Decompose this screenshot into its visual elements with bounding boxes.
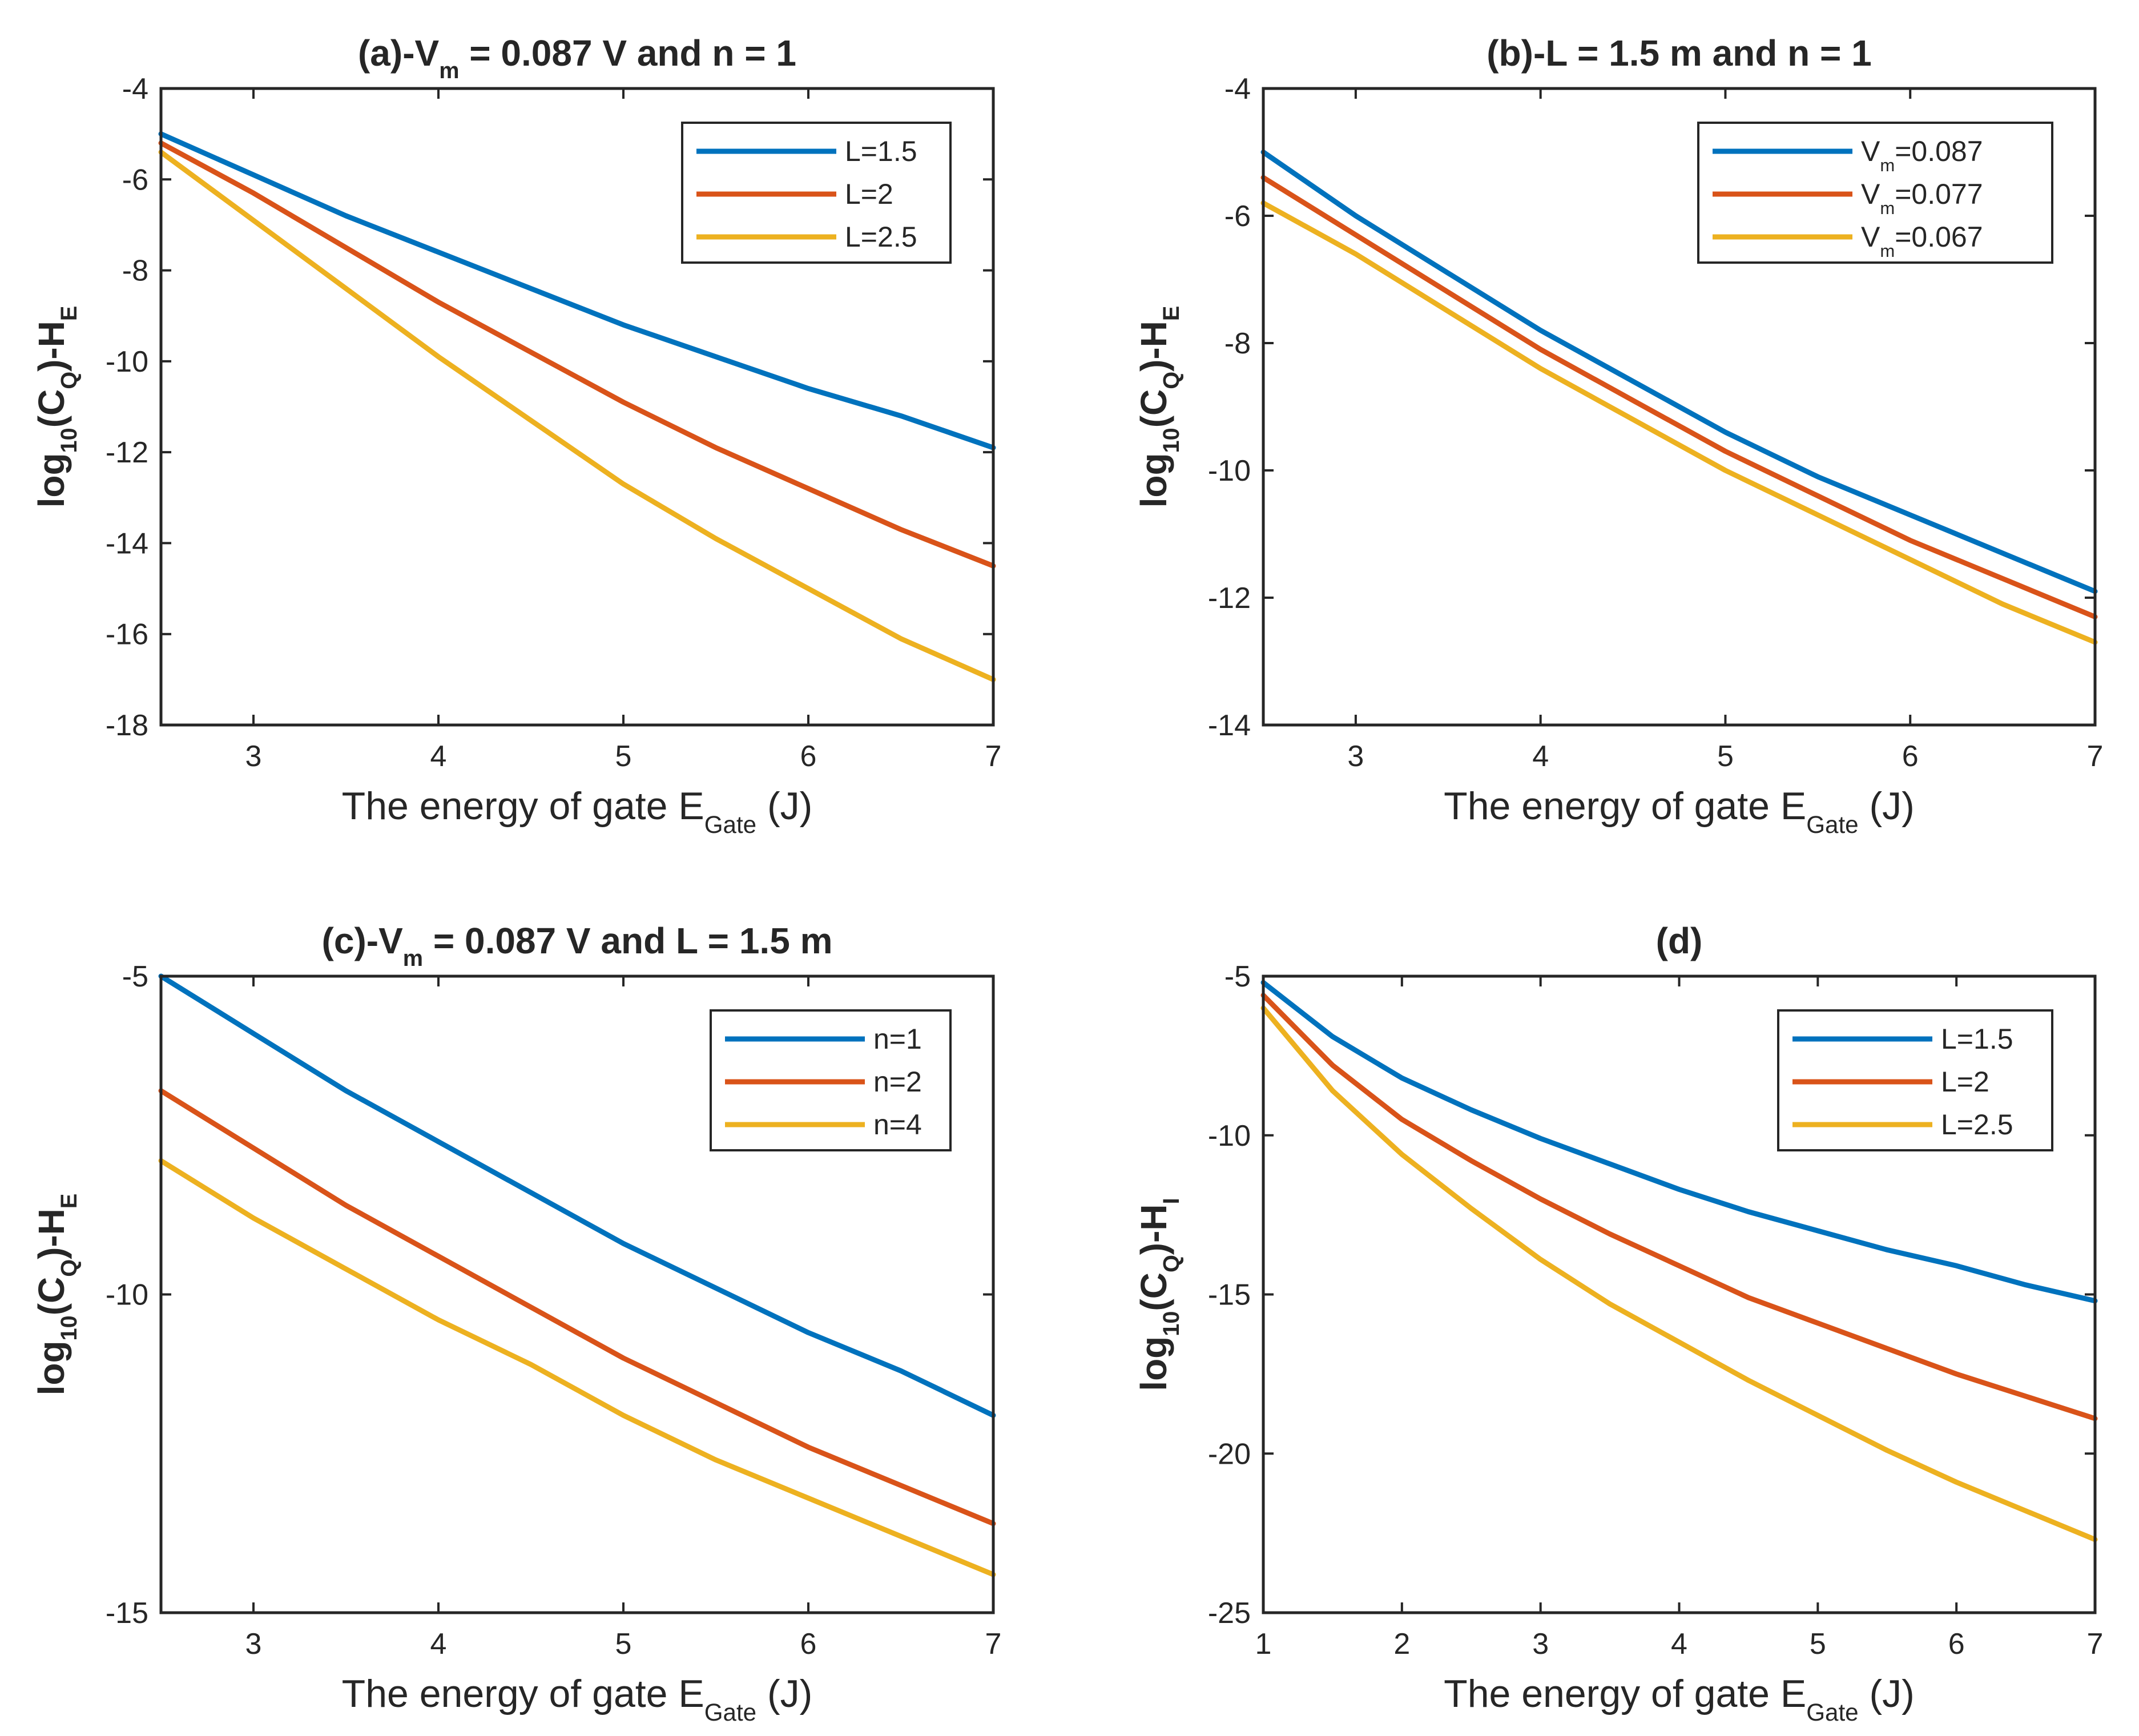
x-tick-label: 3 [245, 740, 262, 773]
plot-frame [159, 87, 995, 727]
legend-entry-L=2: L=2 [1941, 1066, 1989, 1098]
y-axis-label: log10(CQ)-HE [1133, 306, 1184, 508]
y-tick-label: -15 [1208, 1279, 1251, 1312]
x-tick-label: 7 [985, 740, 1002, 773]
y-tick-label: -25 [1208, 1597, 1251, 1630]
legend: n=1 n=2 n=4 [710, 1009, 952, 1151]
series-line-L=1.5 [158, 131, 996, 450]
x-tick-label: 1 [1255, 1628, 1272, 1661]
legend-entry-n=1: n=1 [873, 1023, 922, 1055]
y-tick-label: -12 [1208, 582, 1251, 615]
legend-entry-L=1.5: L=1.5 [845, 135, 917, 167]
x-tick-label: 3 [1347, 740, 1364, 773]
y-tick-label: -6 [122, 163, 148, 196]
x-tick-label: 6 [800, 740, 817, 773]
legend: L=1.5 L=2 L=2.5 [681, 122, 952, 264]
series-line-L=2 [158, 140, 996, 569]
y-axis-label: log10(CQ)-HE [31, 1194, 82, 1396]
chart-title: (a)-Vm = 0.087 V and n = 1 [358, 33, 796, 83]
y-tick-label: -10 [106, 1279, 148, 1312]
series-line-Vm=0.067 [1260, 200, 2098, 645]
x-axis-label: The energy of gate EGate (J) [342, 1672, 813, 1726]
legend-entry-Vm=0.087: Vm=0.087 [1861, 135, 1983, 175]
y-tick-label: -12 [106, 436, 148, 469]
x-tick-label: 6 [800, 1628, 817, 1661]
x-tick-label: 5 [1717, 740, 1734, 773]
x-tick-label: 3 [245, 1628, 262, 1661]
chart-title: (c)-Vm = 0.087 V and L = 1.5 m [322, 920, 833, 971]
legend-entry-L=2.5: L=2.5 [845, 221, 917, 253]
x-tick-label: 2 [1393, 1628, 1410, 1661]
y-tick-label: -5 [122, 960, 148, 993]
plot-frame [1262, 974, 2097, 1614]
x-tick-label: 7 [2087, 1628, 2104, 1661]
legend-entry-Vm=0.077: Vm=0.077 [1861, 178, 1983, 218]
y-tick-label: -8 [1224, 327, 1251, 360]
y-tick-label: -4 [1224, 72, 1251, 106]
legend: L=1.5 L=2 L=2.5 [1777, 1009, 2053, 1151]
legend-entry-L=1.5: L=1.5 [1941, 1023, 2013, 1055]
x-tick-label: 7 [2087, 740, 2104, 773]
series-line-Vm=0.077 [1260, 175, 2098, 619]
x-tick-label: 6 [1902, 740, 1919, 773]
chart-panel-c: 3 4 5 6 7 -15 -10 -5 (c)-Vm = 0.087 V and L = 1.… [31, 920, 1001, 1726]
legend-entry-L=2.5: L=2.5 [1941, 1109, 2013, 1141]
y-tick-label: -10 [106, 345, 148, 378]
chart-title: (b)-L = 1.5 m and n = 1 [1487, 33, 1872, 74]
y-tick-label: -6 [1224, 200, 1251, 233]
y-tick-label: -20 [1208, 1437, 1251, 1471]
series-line-L=2.5 [158, 150, 996, 682]
y-tick-label: -15 [106, 1597, 148, 1630]
series-line-Vm=0.087 [1260, 150, 2098, 594]
x-axis-label: The energy of gate EGate (J) [342, 784, 813, 838]
x-axis-label: The energy of gate EGate (J) [1444, 1672, 1915, 1726]
legend-entry-n=4: n=4 [873, 1109, 922, 1141]
series-line-L=2 [1260, 993, 2098, 1421]
series-line-L=2.5 [1260, 1005, 2098, 1542]
legend-entry-L=2: L=2 [845, 178, 893, 210]
x-tick-label: 6 [1948, 1628, 1965, 1661]
x-tick-label: 5 [1810, 1628, 1826, 1661]
series-line-n=4 [158, 1158, 996, 1577]
y-tick-label: -4 [122, 72, 148, 106]
x-tick-label: 5 [615, 1628, 632, 1661]
series-line-n=1 [158, 973, 996, 1418]
plot-frame [1262, 87, 2097, 727]
x-tick-label: 4 [1532, 740, 1549, 773]
chart-panel-a: 3 4 5 6 7 -18 -16 -14 -12 -10 -8 -6 -4 (a)-Vm = 0.087… [31, 33, 1001, 838]
y-tick-label: -14 [106, 527, 148, 560]
x-tick-label: 7 [985, 1628, 1002, 1661]
x-tick-label: 5 [615, 740, 632, 773]
x-tick-label: 3 [1532, 1628, 1549, 1661]
x-tick-label: 4 [430, 1628, 447, 1661]
y-tick-label: -14 [1208, 709, 1251, 742]
x-axis-label: The energy of gate EGate (J) [1444, 784, 1915, 838]
y-tick-label: -18 [106, 709, 148, 742]
legend-entry-Vm=0.067: Vm=0.067 [1861, 221, 1983, 261]
chart-panel-b: 3 4 5 6 7 -14 -12 -10 -8 -6 -4 (b)-L = 1.5 m and n … [1133, 33, 2103, 838]
chart-title: (d) [1656, 920, 1703, 961]
x-tick-label: 4 [430, 740, 447, 773]
y-axis-label: log10(CQ)-HE [31, 306, 82, 508]
series-line-L=1.5 [1260, 980, 2098, 1304]
y-tick-label: -10 [1208, 454, 1251, 488]
chart-panel-d: 1 2 3 4 5 6 7 -25 -20 -15 -10 -5 (d) The energy of ga… [1133, 920, 2103, 1726]
y-tick-label: -8 [122, 255, 148, 288]
y-axis-label: log10(CQ)-HI [1133, 1198, 1184, 1391]
series-line-n=2 [158, 1088, 996, 1526]
plot-frame [159, 974, 995, 1614]
y-tick-label: -5 [1224, 960, 1251, 993]
x-tick-label: 4 [1671, 1628, 1687, 1661]
y-tick-label: -16 [106, 618, 148, 651]
y-tick-label: -10 [1208, 1119, 1251, 1153]
legend-entry-n=2: n=2 [873, 1066, 922, 1098]
